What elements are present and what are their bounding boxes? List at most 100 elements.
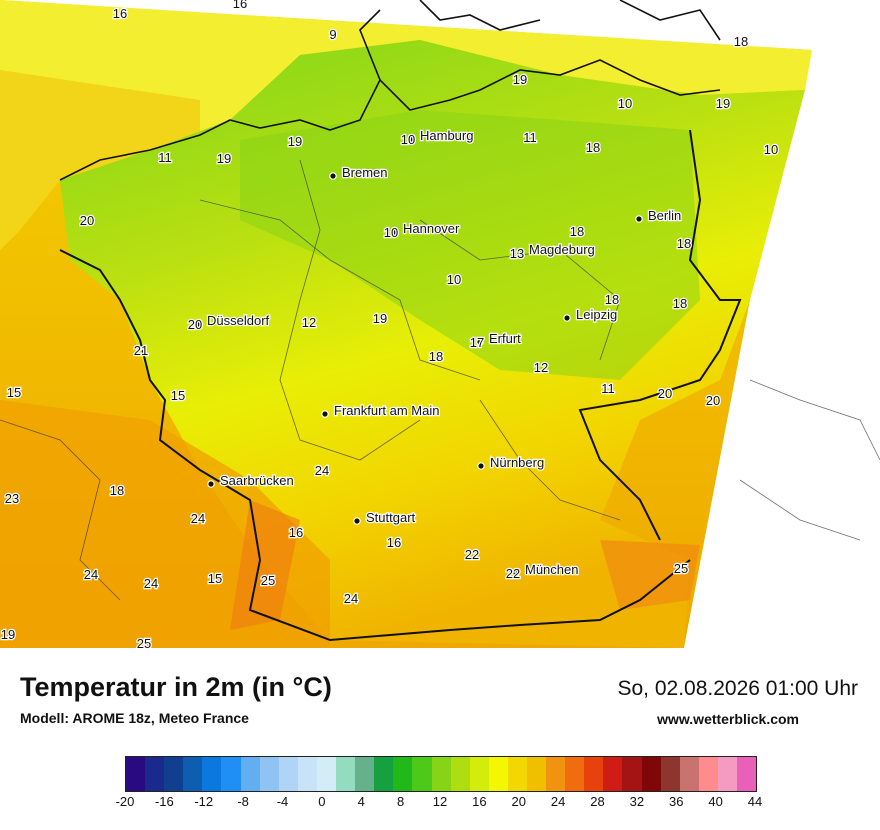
city-marker: Saarbrücken [207, 472, 295, 489]
city-label: Hamburg [420, 128, 473, 143]
color-scale [125, 756, 757, 792]
city-marker: Stuttgart [353, 509, 417, 526]
city-temperature: 22 [506, 566, 520, 581]
scale-swatch [202, 757, 222, 791]
scale-swatch [546, 757, 566, 791]
map-title: Temperatur in 2m (in °C) [20, 672, 332, 702]
temperature-value: 9 [329, 27, 336, 42]
scale-tick-label: -12 [194, 794, 214, 809]
forecast-datetime: So, 02.08.2026 01:00 Uhr [617, 677, 858, 700]
scale-swatch [717, 757, 737, 791]
city-label: Hannover [403, 221, 460, 236]
city-marker: Nürnberg [477, 454, 545, 471]
outside-domain [684, 0, 880, 648]
color-scale-ticks: -20 -16 -12 -8 -4 0 4 8 12 16 20 24 28 32 36 40 44 [116, 794, 763, 812]
city-marker: München 22 [505, 561, 580, 583]
temperature-value: 15 [171, 388, 185, 403]
scale-swatch [469, 757, 489, 791]
scale-tick-label: 24 [550, 794, 566, 809]
city-marker: Leipzig [563, 306, 618, 323]
scale-swatch [622, 757, 642, 791]
temperature-value: 20 [658, 386, 672, 401]
temperature-value: 16 [113, 6, 127, 21]
city-dot [563, 314, 571, 322]
temperature-value: 24 [315, 463, 329, 478]
city-label: München [525, 562, 578, 577]
city-temperature: 13 [510, 246, 524, 261]
scale-tick-label: 36 [669, 794, 684, 809]
temperature-value: 15 [208, 571, 222, 586]
temperature-value: 25 [261, 573, 275, 588]
scale-swatch [393, 757, 413, 791]
scale-swatch [336, 757, 356, 791]
city-marker: Hannover 10 [383, 220, 462, 242]
sea-area [0, 0, 812, 250]
website-link[interactable]: www.wetterblick.com [657, 711, 799, 727]
city-dot [635, 215, 643, 223]
scale-tick-label: 12 [432, 794, 448, 809]
scale-tick-label: 44 [747, 794, 763, 809]
city-label: Leipzig [576, 307, 617, 322]
city-dot [476, 338, 484, 346]
city-temperature: 20 [188, 317, 202, 332]
scale-tick-label: 8 [397, 794, 405, 809]
temperature-value: 18 [570, 224, 584, 239]
temperature-value: 22 [465, 547, 479, 562]
scale-swatch [164, 757, 184, 791]
temperature-value: 23 [5, 491, 19, 506]
temperature-value: 16 [387, 535, 401, 550]
scale-swatch [603, 757, 623, 791]
scale-swatch [679, 757, 699, 791]
scale-swatch [412, 757, 432, 791]
city-marker: Berlin [635, 207, 683, 224]
city-temperature: 17 [470, 335, 484, 350]
scale-swatch [297, 757, 317, 791]
temperature-value: 10 [764, 142, 778, 157]
city-dot [512, 569, 520, 577]
city-temperature: 10 [401, 132, 415, 147]
temperature-value: 16 [233, 0, 247, 11]
scale-swatch [737, 757, 757, 791]
city-layer: Hamburg 10 Bremen Hannover 10 Berlin Magdeburg… [187, 127, 683, 583]
temperature-value: 18 [110, 483, 124, 498]
scale-tick-label: 32 [629, 794, 645, 809]
temperature-value: 16 [289, 525, 303, 540]
temperature-value: 19 [288, 134, 302, 149]
temperature-value: 19 [716, 96, 730, 111]
temperature-value: 18 [429, 349, 443, 364]
city-label: Nürnberg [490, 455, 544, 470]
scale-swatch [565, 757, 585, 791]
temperature-value: 11 [158, 150, 172, 165]
temperature-value: 18 [677, 236, 691, 251]
city-label: Saarbrücken [220, 473, 294, 488]
city-temperature: 10 [384, 225, 398, 240]
city-marker: Frankfurt am Main [321, 402, 441, 419]
model-info: Modell: AROME 18z, Meteo France [20, 710, 249, 726]
temperature-value: 19 [513, 72, 527, 87]
warm-region-rhine [230, 500, 300, 630]
scale-tick-label: 20 [511, 794, 526, 809]
city-dot [207, 480, 215, 488]
temperature-value: 18 [734, 34, 748, 49]
temperature-value: 15 [7, 385, 21, 400]
city-label: Berlin [648, 208, 681, 223]
scale-swatch [278, 757, 298, 791]
coastlines [59, 0, 721, 181]
map-canvas: Hamburg 10 Bremen Hannover 10 Berlin Magdeburg… [0, 0, 880, 652]
scale-swatch [183, 757, 203, 791]
temperature-value: 25 [674, 561, 688, 576]
city-label: Stuttgart [366, 510, 416, 525]
city-dot [407, 135, 415, 143]
scale-swatch [584, 757, 604, 791]
temperature-value: 19 [217, 151, 231, 166]
temperature-value: 10 [447, 272, 461, 287]
scale-swatch [126, 757, 146, 791]
scale-tick-label: 4 [357, 794, 365, 809]
scale-swatch [259, 757, 279, 791]
scale-swatch [431, 757, 451, 791]
city-marker: Hamburg 10 [400, 127, 475, 149]
scale-swatch [488, 757, 508, 791]
scale-tick-label: 16 [472, 794, 487, 809]
warm-region-southeast [600, 540, 700, 610]
scale-swatch [240, 757, 260, 791]
